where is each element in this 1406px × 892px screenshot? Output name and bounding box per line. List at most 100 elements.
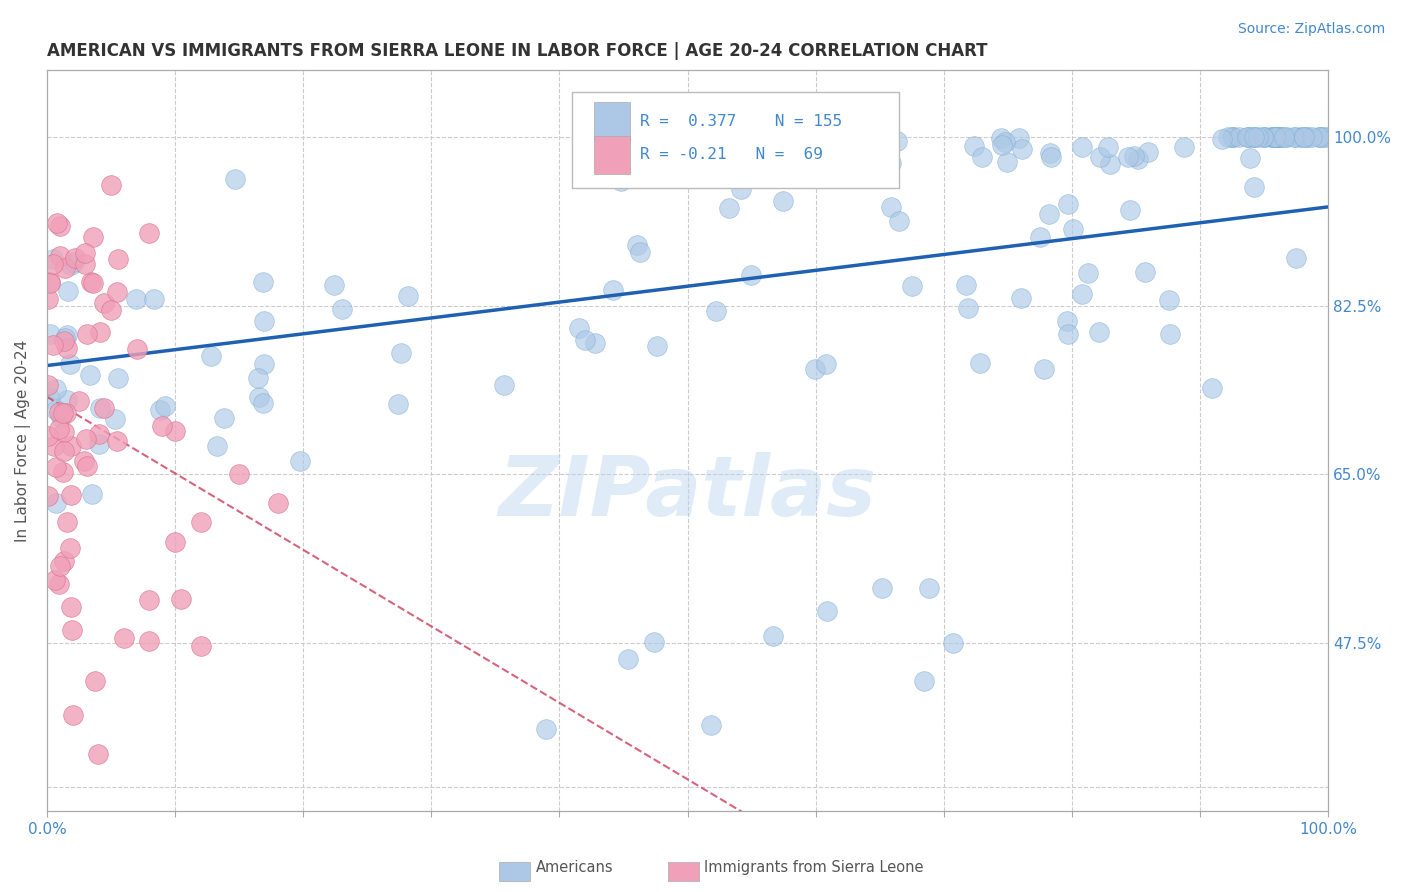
Point — [1284, 130, 1306, 145]
Point — [1308, 130, 1330, 145]
Point — [1222, 130, 1244, 145]
Point — [1285, 251, 1308, 265]
Point — [76, 326, 98, 341]
Point — [1222, 130, 1244, 145]
Point — [42, 257, 65, 271]
Point — [112, 631, 135, 645]
Text: R =  0.377    N = 155: R = 0.377 N = 155 — [640, 114, 842, 129]
Point — [56, 341, 79, 355]
Point — [1263, 130, 1285, 145]
Point — [323, 277, 346, 292]
Point — [1243, 179, 1265, 194]
Point — [700, 718, 723, 732]
Point — [1222, 130, 1244, 145]
Point — [1157, 293, 1180, 308]
Point — [995, 155, 1018, 169]
Point — [75, 245, 97, 260]
Point — [1056, 314, 1078, 328]
Point — [772, 194, 794, 208]
Point — [228, 467, 250, 482]
Point — [574, 333, 596, 347]
Point — [52, 425, 75, 440]
Point — [880, 156, 903, 170]
Point — [990, 131, 1012, 145]
Bar — [593, 103, 630, 141]
Point — [645, 339, 668, 353]
Point — [957, 301, 980, 315]
Point — [42, 439, 65, 453]
Point — [165, 424, 187, 438]
Point — [252, 314, 274, 328]
Text: Source: ZipAtlas.com: Source: ZipAtlas.com — [1237, 22, 1385, 37]
Point — [583, 335, 606, 350]
Text: Immigrants from Sierra Leone: Immigrants from Sierra Leone — [704, 861, 924, 875]
Point — [1236, 130, 1258, 145]
Point — [1265, 130, 1288, 145]
Point — [1159, 327, 1181, 342]
Point — [942, 636, 965, 650]
Point — [804, 361, 827, 376]
Y-axis label: In Labor Force | Age 20-24: In Labor Force | Age 20-24 — [15, 340, 31, 541]
Point — [644, 635, 666, 649]
Point — [1173, 139, 1195, 153]
Point — [37, 489, 59, 503]
Point — [53, 260, 76, 275]
Point — [815, 604, 838, 618]
Point — [73, 454, 96, 468]
Point — [252, 395, 274, 409]
Point — [1265, 130, 1288, 145]
Point — [56, 284, 79, 298]
Point — [138, 592, 160, 607]
Point — [82, 487, 104, 501]
Point — [60, 624, 83, 638]
Point — [1239, 151, 1261, 165]
Point — [266, 496, 288, 510]
Point — [1288, 130, 1310, 145]
Point — [93, 401, 115, 415]
Point — [37, 429, 59, 443]
Point — [56, 328, 79, 343]
Point — [610, 174, 633, 188]
Point — [1057, 197, 1080, 211]
Point — [970, 150, 993, 164]
Point — [45, 403, 67, 417]
Point — [494, 377, 516, 392]
Point — [253, 358, 276, 372]
Point — [82, 229, 104, 244]
Point — [1265, 130, 1288, 145]
Point — [628, 244, 651, 259]
Point — [626, 238, 648, 252]
Point — [212, 411, 235, 425]
Point — [59, 258, 82, 272]
Point — [48, 422, 70, 436]
Point — [79, 368, 101, 382]
Point — [1264, 130, 1286, 145]
Point — [1271, 130, 1294, 145]
Point — [900, 279, 922, 293]
Point — [100, 178, 122, 193]
Text: AMERICAN VS IMMIGRANTS FROM SIERRA LEONE IN LABOR FORCE | AGE 20-24 CORRELATION : AMERICAN VS IMMIGRANTS FROM SIERRA LEONE… — [46, 42, 987, 60]
Point — [1282, 130, 1305, 145]
Point — [1244, 130, 1267, 145]
Point — [89, 325, 111, 339]
Point — [912, 673, 935, 688]
Point — [1272, 130, 1295, 145]
Point — [45, 216, 67, 230]
Point — [200, 349, 222, 363]
Point — [107, 252, 129, 267]
Point — [1029, 230, 1052, 244]
Point — [56, 393, 79, 408]
Point — [190, 516, 212, 530]
Point — [567, 320, 589, 334]
Point — [1211, 131, 1233, 145]
Point — [1088, 326, 1111, 340]
Point — [75, 257, 97, 271]
Point — [1243, 130, 1265, 145]
Point — [963, 139, 986, 153]
Point — [1039, 145, 1062, 160]
Point — [247, 390, 270, 404]
Point — [994, 135, 1017, 149]
Point — [60, 599, 83, 614]
Point — [1099, 157, 1122, 171]
Point — [53, 331, 76, 345]
